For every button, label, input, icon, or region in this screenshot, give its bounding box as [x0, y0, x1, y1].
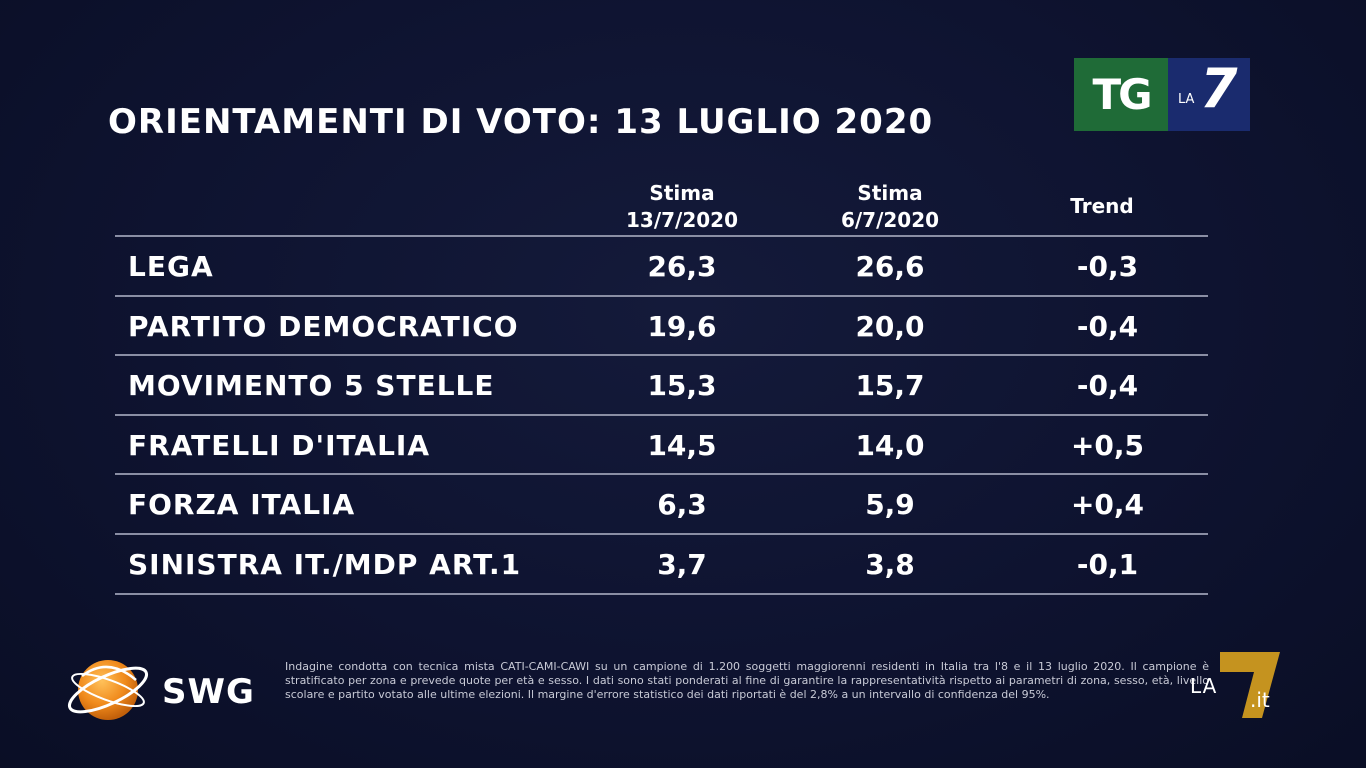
party-name: FORZA ITALIA	[128, 488, 356, 522]
tg-logo-la: LA	[1178, 92, 1195, 107]
stima-13-value: 15,3	[647, 369, 717, 403]
table-rule	[115, 294, 1208, 297]
party-name: SINISTRA IT./MDP ART.1	[128, 548, 522, 581]
stima-13-value: 14,5	[647, 428, 717, 462]
column-header-stima-6: Stima 6/7/2020	[800, 180, 980, 234]
table-row: LEGA 26,3 26,6 -0,3	[115, 237, 1208, 295]
column-header-line1: Stima	[857, 181, 923, 205]
stima-6-value: 20,0	[855, 309, 925, 343]
party-name: PARTITO DEMOCRATICO	[128, 309, 519, 343]
table-rule	[115, 473, 1208, 476]
table-rule	[115, 354, 1208, 357]
page-title: ORIENTAMENTI DI VOTO: 13 LUGLIO 2020	[108, 102, 934, 142]
tg-logo-la7: LA 7	[1168, 58, 1250, 131]
stima-6-value: 5,9	[865, 488, 915, 522]
stima-13-value: 6,3	[657, 488, 707, 522]
tg-la7-logo: TG LA 7	[1074, 58, 1250, 131]
stima-6-value: 14,0	[855, 428, 925, 462]
table-row: PARTITO DEMOCRATICO 19,6 20,0 -0,4	[115, 297, 1208, 355]
stima-13-value: 19,6	[647, 309, 717, 343]
swg-globe-icon	[67, 660, 149, 720]
trend-value: +0,5	[1070, 428, 1145, 462]
tg-logo-tg: TG	[1074, 58, 1168, 131]
la7-it-seven-icon	[1220, 652, 1280, 718]
table-row: FORZA ITALIA 6,3 5,9 +0,4	[115, 475, 1208, 533]
la7-it-la: LA	[1190, 674, 1218, 698]
swg-logo: SWG	[62, 650, 272, 730]
swg-label: SWG	[162, 672, 255, 712]
column-header-line1: Trend	[1070, 194, 1134, 218]
table-row: FRATELLI D'ITALIA 14,5 14,0 +0,5	[115, 416, 1208, 474]
la7-it-logo: LA .it	[1190, 648, 1282, 720]
column-header-line1: Stima	[649, 181, 715, 205]
stima-6-value: 3,8	[865, 548, 915, 581]
la7-it-suffix: .it	[1250, 688, 1270, 712]
party-name: FRATELLI D'ITALIA	[128, 428, 431, 462]
trend-value: -0,4	[1076, 369, 1139, 403]
column-header-line2: 13/7/2020	[625, 208, 739, 232]
table-rule	[115, 413, 1208, 416]
party-name: LEGA	[128, 250, 214, 283]
stima-6-value: 26,6	[855, 250, 925, 283]
trend-value: +0,4	[1070, 488, 1145, 522]
column-header-line2: 6/7/2020	[840, 208, 940, 232]
column-header-trend: Trend	[1040, 193, 1164, 220]
trend-value: -0,4	[1076, 309, 1139, 343]
methodology-note: Indagine condotta con tecnica mista CATI…	[285, 660, 1209, 701]
stima-13-value: 3,7	[657, 548, 707, 581]
table-rule	[115, 235, 1208, 237]
trend-value: -0,1	[1076, 548, 1139, 581]
stima-6-value: 15,7	[855, 369, 925, 403]
trend-value: -0,3	[1076, 250, 1139, 283]
party-name: MOVIMENTO 5 STELLE	[128, 369, 495, 403]
table-row: SINISTRA IT./MDP ART.1 3,7 3,8 -0,1	[115, 535, 1208, 593]
tg-logo-seven: 7	[1200, 57, 1238, 120]
table-rule	[115, 533, 1208, 535]
stima-13-value: 26,3	[647, 250, 717, 283]
table-row: MOVIMENTO 5 STELLE 15,3 15,7 -0,4	[115, 356, 1208, 414]
table-rule	[115, 592, 1208, 595]
column-header-stima-13: Stima 13/7/2020	[592, 180, 772, 234]
